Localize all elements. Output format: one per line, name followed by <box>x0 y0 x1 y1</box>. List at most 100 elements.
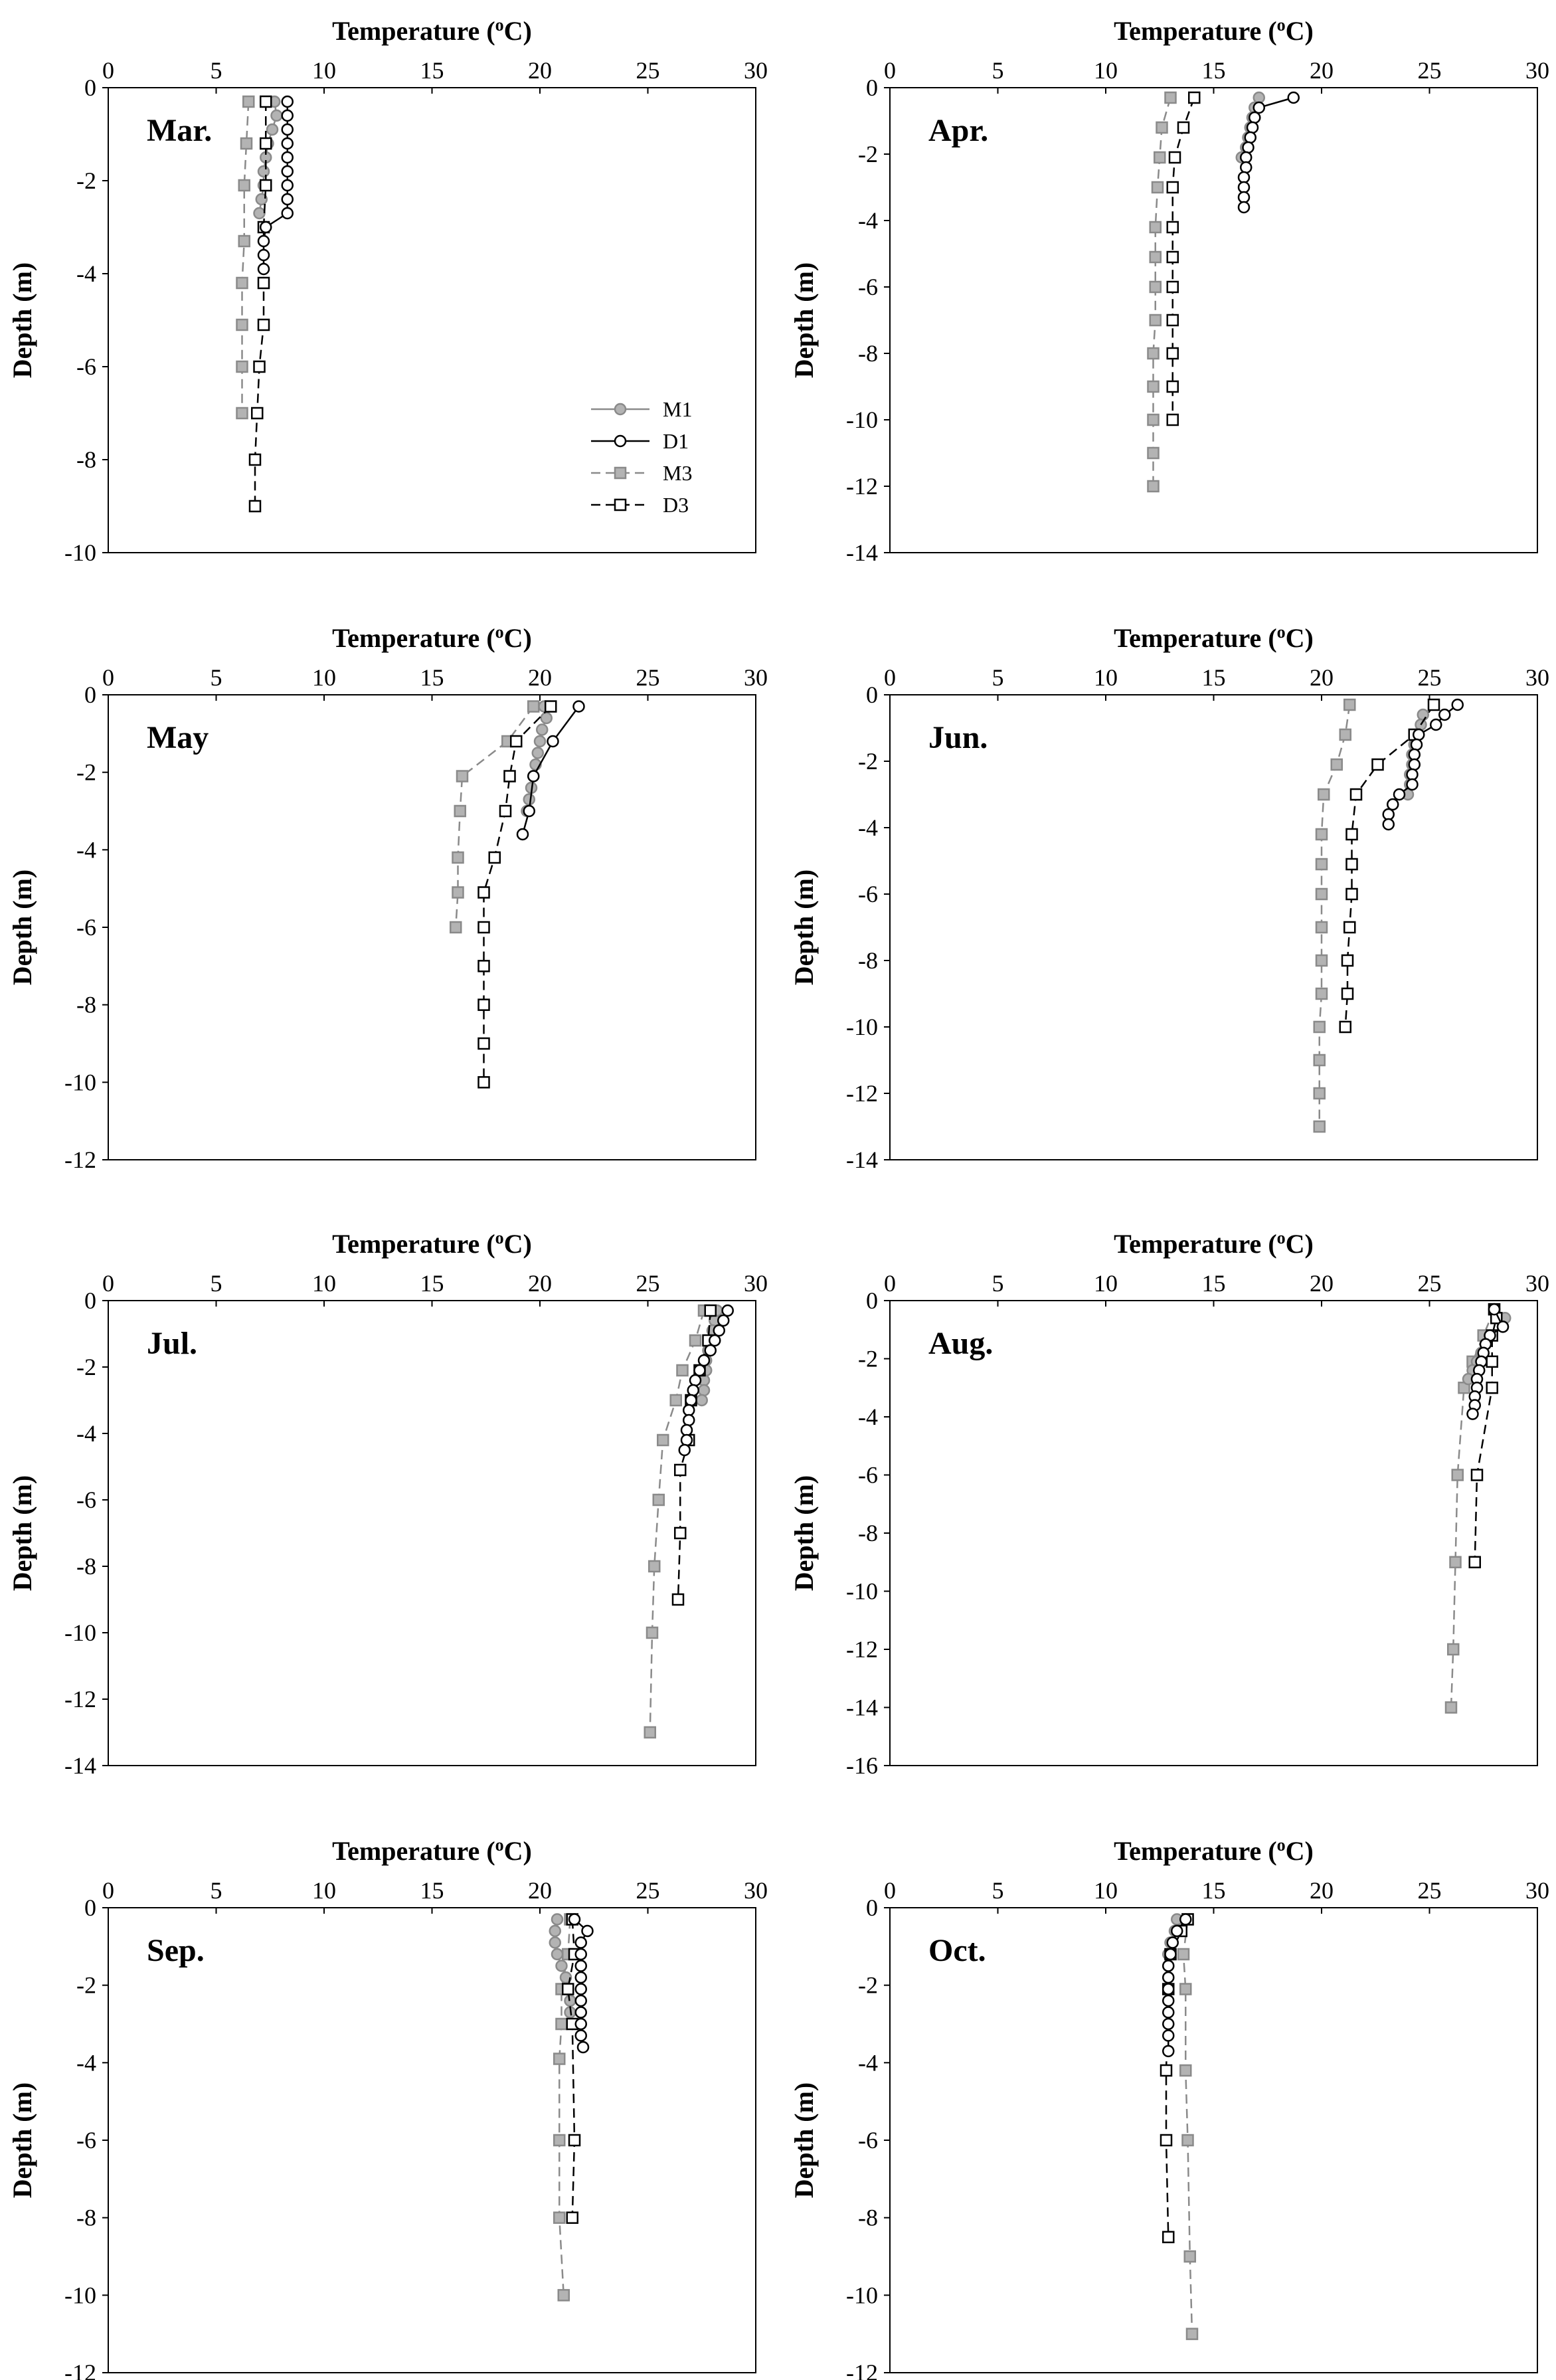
x-tick-label: 15 <box>420 664 444 691</box>
data-point-m3 <box>1315 921 1328 934</box>
series-line-d3 <box>483 705 552 1083</box>
data-point-d1 <box>281 193 294 206</box>
x-tick-label: 5 <box>992 664 1004 691</box>
y-tick-label: -12 <box>846 1636 878 1663</box>
data-point-m3 <box>1179 2064 1192 2077</box>
data-point-m3 <box>1315 858 1328 871</box>
data-point-d1 <box>704 1344 717 1357</box>
x-tick-label: 30 <box>1525 57 1549 84</box>
data-point-d3 <box>1345 828 1358 841</box>
data-point-d1 <box>1240 161 1253 174</box>
data-point-d3 <box>1470 1469 1484 1481</box>
y-tick-label: -4 <box>858 207 878 234</box>
chart-panel-jun: 0 5 10 15 20 25 30 0 -2 -4 -6 -8 -10 -12 -14 Temperatur… <box>789 622 1549 1174</box>
data-point-d3 <box>251 407 264 420</box>
x-tick-label: 25 <box>636 664 660 691</box>
x-tick-label: 5 <box>211 57 222 84</box>
series-m3 <box>1177 1913 1199 2340</box>
series-line-m3 <box>559 1919 571 2296</box>
data-point-m3 <box>1447 1643 1460 1656</box>
y-tick-label: -6 <box>858 274 878 300</box>
y-axis-title: Depth (m) <box>7 262 37 378</box>
data-point-m3 <box>644 1726 656 1739</box>
y-tick-label: -2 <box>76 759 96 786</box>
x-tick-label: 10 <box>312 1270 336 1297</box>
data-point-d3 <box>257 318 270 331</box>
data-point-d1 <box>1387 798 1399 811</box>
data-point-m3 <box>1149 250 1162 264</box>
data-point-d1 <box>281 95 294 108</box>
y-tick-label: 0 <box>84 1287 96 1314</box>
y-tick-label: -8 <box>858 1520 878 1546</box>
data-point-d3 <box>1468 1556 1481 1568</box>
x-tick-label: 10 <box>1094 57 1118 84</box>
x-tick-label: 25 <box>636 57 660 84</box>
y-tick-label: -2 <box>858 1346 878 1372</box>
y-tick-label: -12 <box>64 2359 96 2380</box>
plot-area-border <box>889 694 1538 1160</box>
data-point-m3 <box>1181 2134 1194 2147</box>
data-point-d1 <box>547 735 559 748</box>
data-point-d3 <box>1166 380 1179 393</box>
data-point-m3 <box>454 804 466 818</box>
data-point-m1 <box>551 1948 564 1961</box>
data-point-d1 <box>683 1404 695 1417</box>
y-tick-label: -8 <box>858 2205 878 2231</box>
data-point-d3 <box>477 886 490 899</box>
x-tick-label: 15 <box>420 1270 444 1297</box>
data-point-d3 <box>1371 758 1384 771</box>
y-tick-label: 0 <box>866 1287 878 1314</box>
data-point-m3 <box>1149 314 1162 327</box>
data-point-m1 <box>549 1924 561 1938</box>
data-point-d1 <box>574 1948 587 1961</box>
data-point-d3 <box>568 2134 581 2147</box>
data-point-d1 <box>1451 698 1464 711</box>
x-axis-title: Temperature (oC) <box>1114 1835 1314 1867</box>
data-point-d1 <box>516 828 529 841</box>
data-point-d1 <box>1237 171 1251 184</box>
series-d3 <box>1166 91 1201 426</box>
data-point-d3 <box>1166 250 1179 264</box>
data-point-m3 <box>1313 1087 1326 1100</box>
x-tick-label: 30 <box>1525 1270 1549 1297</box>
chart-panel-jul: 0 5 10 15 20 25 30 0 -2 -4 -6 -8 -10 -12 -14 Temperatur… <box>7 1228 768 1780</box>
series-m3 <box>1147 91 1177 493</box>
data-point-d1 <box>281 165 294 178</box>
panel-label-jul: Jul. <box>147 1326 197 1361</box>
data-point-d3 <box>477 998 490 1011</box>
y-tick-label: 0 <box>866 1894 878 1921</box>
y-tick-label: 0 <box>84 682 96 708</box>
data-point-m3 <box>1444 1701 1458 1714</box>
chart-panel-apr: 0 5 10 15 20 25 30 0 -2 -4 -6 -8 -10 -12 -14 Temperatur… <box>789 15 1549 567</box>
data-point-d1 <box>1438 708 1451 721</box>
data-point-d1 <box>683 1414 695 1427</box>
x-tick-label: 5 <box>211 664 222 691</box>
y-tick-label: -6 <box>858 881 878 907</box>
legend-label: D3 <box>663 493 689 517</box>
data-point-d1 <box>1466 1408 1479 1420</box>
data-point-d3 <box>1188 91 1201 104</box>
series-m3 <box>644 1304 711 1739</box>
x-tick-label: 25 <box>636 1270 660 1297</box>
x-axis-title: Temperature (oC) <box>1114 1228 1314 1259</box>
data-point-d1 <box>257 262 270 276</box>
x-tick-label: 10 <box>1094 664 1118 691</box>
plot-area-border <box>889 1300 1538 1766</box>
series-m1 <box>253 95 283 220</box>
plot-area-border <box>108 694 756 1160</box>
data-point-d1 <box>693 1364 706 1377</box>
data-point-m3 <box>1149 280 1162 294</box>
data-point-d3 <box>1486 1355 1498 1368</box>
plot-area-border <box>108 1907 756 2373</box>
x-tick-label: 0 <box>884 1270 896 1297</box>
legend-item-d3: D3 <box>591 493 689 517</box>
x-tick-label: 20 <box>1310 664 1334 691</box>
data-point-d1 <box>721 1304 734 1317</box>
legend-marker <box>614 434 627 448</box>
data-point-d1 <box>1162 1971 1175 1984</box>
y-tick-label: -4 <box>76 2049 96 2076</box>
legend-item-m3: M3 <box>591 461 692 485</box>
data-point-m3 <box>648 1560 661 1573</box>
y-tick-label: -14 <box>846 539 878 566</box>
data-point-d1 <box>281 179 294 192</box>
